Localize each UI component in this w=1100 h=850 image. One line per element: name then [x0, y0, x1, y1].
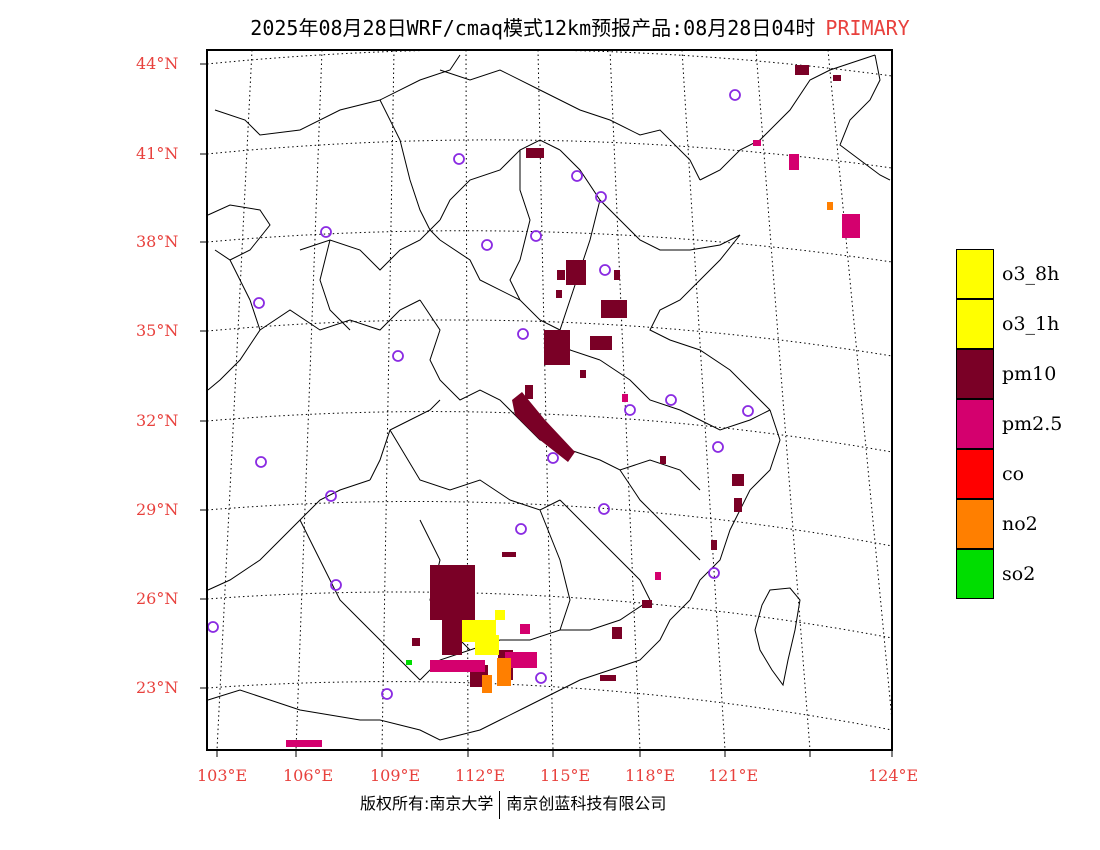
lat-label: 23°N	[136, 678, 179, 697]
axis-ticks	[200, 63, 893, 757]
title-text: 2025年08月28日WRF/cmaq模式12km预报产品:08月28日04时	[250, 16, 816, 40]
legend-swatch	[956, 499, 994, 549]
lon-label: 103°E	[197, 766, 248, 785]
map-frame	[206, 49, 893, 751]
legend-swatch	[956, 349, 994, 399]
legend-label: o3_1h	[1002, 313, 1060, 335]
lat-label: 41°N	[136, 144, 179, 163]
lon-label: 109°E	[370, 766, 421, 785]
legend-swatch	[956, 449, 994, 499]
primary-tag: PRIMARY	[825, 16, 910, 40]
lat-label: 32°N	[136, 411, 179, 430]
lon-label: 121°E	[708, 766, 759, 785]
lat-label: 44°N	[136, 54, 179, 73]
lon-label: 115°E	[540, 766, 591, 785]
legend-label: pm2.5	[1002, 413, 1063, 435]
city-markers	[207, 89, 754, 700]
lon-label: 112°E	[455, 766, 506, 785]
legend-swatch	[956, 549, 994, 599]
lon-label: 118°E	[625, 766, 676, 785]
legend-label: co	[1002, 463, 1025, 485]
copyright-footer: 版权所有:南京大学 南京创蓝科技有限公司	[360, 790, 666, 819]
lat-label: 26°N	[136, 589, 179, 608]
lon-label: 124°E	[868, 766, 919, 785]
pollution-patches	[286, 65, 860, 747]
lat-label: 38°N	[136, 232, 179, 251]
lat-label: 35°N	[136, 321, 179, 340]
legend-swatch	[956, 249, 994, 299]
legend-label: pm10	[1002, 363, 1057, 385]
province-boundaries	[207, 54, 891, 741]
lon-label: 106°E	[283, 766, 334, 785]
legend-label: no2	[1002, 513, 1038, 535]
copyright-left: 版权所有:南京大学	[360, 794, 494, 813]
footer-separator	[499, 790, 501, 819]
copyright-right: 南京创蓝科技有限公司	[506, 794, 667, 813]
taiwan-outline	[754, 587, 801, 687]
legend-swatch	[956, 399, 994, 449]
legend-label: so2	[1002, 563, 1036, 585]
map-title: 2025年08月28日WRF/cmaq模式12km预报产品:08月28日04时 P…	[0, 12, 1100, 41]
lat-label: 29°N	[136, 500, 179, 519]
legend-swatch	[956, 299, 994, 349]
legend-label: o3_8h	[1002, 263, 1060, 285]
